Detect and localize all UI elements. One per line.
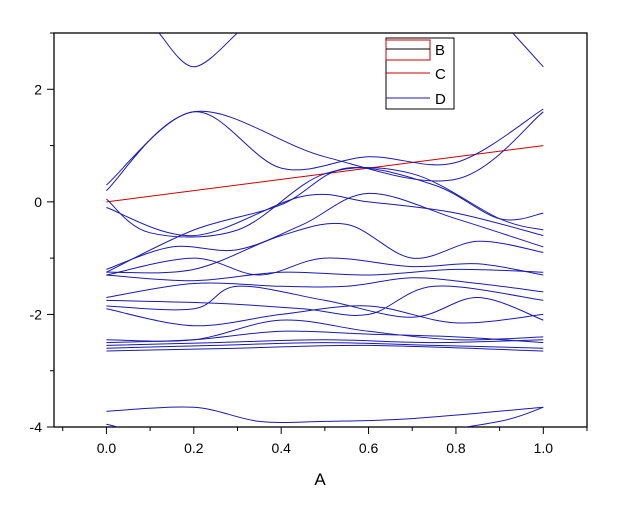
x-tick-label: 0.4: [271, 440, 291, 456]
series-d-line-10: [106, 277, 544, 298]
series-d-line-20: [106, 406, 544, 427]
series-d-line-2: [106, 108, 544, 186]
series-d-line-18: [106, 344, 544, 352]
plot-frame: [53, 32, 588, 428]
x-tick-label: 0.0: [97, 440, 117, 456]
series-d-line-15: [106, 330, 544, 344]
series-d-line-8: [106, 268, 544, 282]
x-tick-label: 0.8: [446, 440, 466, 456]
series-d-line-9: [106, 257, 544, 276]
series-d-line-12: [106, 285, 544, 321]
series-d-line-11: [106, 285, 544, 316]
series-d-line-6: [106, 192, 544, 270]
series-d-line-3: [106, 166, 544, 238]
legend-label-b: B: [435, 42, 445, 59]
x-axis-label: A: [314, 470, 326, 489]
legend-label-c: C: [435, 66, 446, 83]
y-axis-ticks: 2 0 -2 -4: [30, 32, 54, 435]
x-tick-label: 1.0: [534, 440, 554, 456]
series-d-line-21: [158, 33, 238, 68]
series-d-line-22: [512, 33, 544, 68]
x-tick-label: 0.2: [184, 440, 204, 456]
y-tick-label: 0: [34, 194, 42, 210]
y-tick-label: -4: [30, 419, 43, 435]
series-d-line-17: [106, 342, 544, 349]
series-d-line-19: [106, 406, 544, 424]
series-d-line-7: [106, 222, 544, 274]
series-d-line-5: [106, 167, 544, 273]
series-d-line-16: [106, 339, 544, 346]
y-tick-label: 2: [34, 81, 42, 97]
series-layer: [106, 33, 544, 427]
legend: B C D: [385, 37, 455, 110]
x-tick-label: 0.6: [359, 440, 379, 456]
y-tick-label: -2: [30, 306, 43, 322]
series-d-line-4: [106, 193, 544, 237]
series-d-line-13: [106, 305, 544, 327]
x-axis-ticks: 0.0 0.2 0.4 0.6 0.8 1.0: [62, 427, 588, 456]
legend-label-d: D: [435, 91, 446, 108]
legend-swatch-b: [385, 39, 431, 61]
